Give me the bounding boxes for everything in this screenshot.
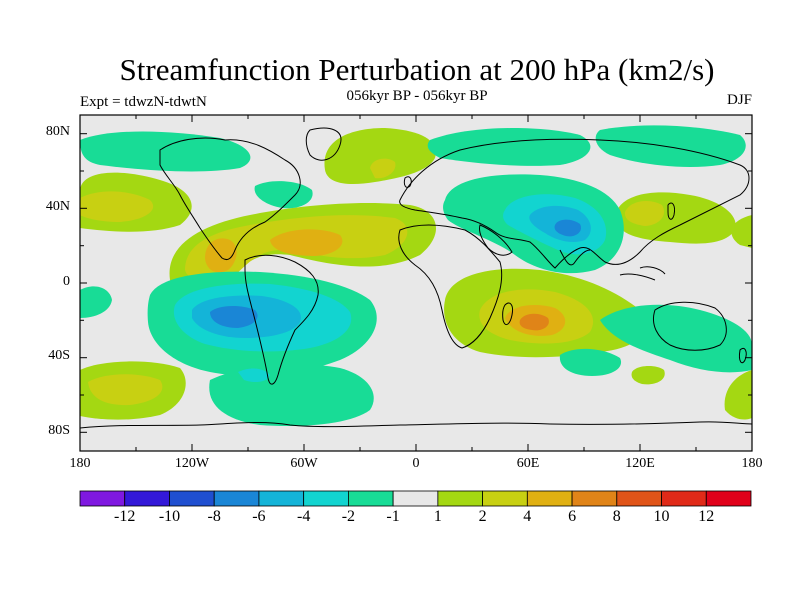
lon-label: 180 xyxy=(741,456,763,471)
colorbar-box xyxy=(526,490,573,507)
lon-label: 60W xyxy=(290,456,318,471)
lat-label: 40N xyxy=(45,199,70,214)
lon-label: 180 xyxy=(69,456,91,471)
colorbar-label: -1 xyxy=(386,508,400,525)
contour-west-pacific-4 xyxy=(624,200,665,226)
coast-south-america xyxy=(244,254,319,385)
lon-label: 0 xyxy=(412,456,420,471)
contour-south-indian-green xyxy=(600,304,752,373)
lon-label: 120E xyxy=(625,456,655,471)
colorbar-box xyxy=(437,490,483,507)
coast-eurasia xyxy=(399,138,750,269)
coast-greenland xyxy=(305,127,342,161)
lon-label: 120W xyxy=(174,456,210,471)
colorbar-label: 12 xyxy=(698,508,715,525)
contour-arctic-green-2 xyxy=(427,128,591,166)
positive-anomalies xyxy=(80,128,752,424)
contour-siberia xyxy=(595,125,746,167)
colorbar-label: 1 xyxy=(433,508,442,525)
lon-label: 60E xyxy=(516,456,540,471)
contour-north-pacific-east xyxy=(731,215,752,248)
coast-india xyxy=(559,249,591,266)
axis-ticks xyxy=(80,115,752,451)
colorbar xyxy=(79,490,752,507)
colorbar-box xyxy=(661,490,707,507)
colorbar-box xyxy=(79,490,126,507)
colorbar-box xyxy=(392,490,439,507)
lat-label: 80S xyxy=(48,423,70,438)
contour-pacific-green xyxy=(80,286,112,318)
contour-madagascar-max xyxy=(519,313,549,331)
coast-antarctica xyxy=(80,421,752,429)
colorbar-box xyxy=(124,490,170,507)
contour-sa-min xyxy=(210,306,258,328)
contour-north-atlantic-4 xyxy=(370,158,396,179)
colorbar-label: -12 xyxy=(114,508,136,525)
colorbar-box xyxy=(482,490,528,507)
colorbar-label: 10 xyxy=(653,508,670,525)
negative-anomalies xyxy=(80,125,752,427)
colorbar-label: -2 xyxy=(341,508,356,525)
coast-madagascar xyxy=(502,302,513,326)
chart-title: Streamfunction Perturbation at 200 hPa (… xyxy=(119,52,715,87)
coast-north-america xyxy=(159,137,301,261)
contour-caribbean-max xyxy=(270,229,343,256)
contour-arctic-green-3 xyxy=(254,181,313,209)
colorbar-box xyxy=(169,490,215,507)
coastlines xyxy=(80,127,752,429)
colorbar-box xyxy=(616,490,662,507)
colorbar-box xyxy=(258,490,305,507)
contour-small-positive-1 xyxy=(631,366,665,385)
colorbar-label: -6 xyxy=(252,508,266,525)
colorbar-box xyxy=(705,490,752,507)
contour-fields xyxy=(80,125,752,427)
contour-arctic-green-1 xyxy=(80,131,251,172)
coast-africa xyxy=(398,224,503,349)
experiment-label: Expt = tdwzN-tdwtN xyxy=(80,94,207,110)
colorbar-label: -8 xyxy=(207,508,221,525)
period-label: 056kyr BP - 056kyr BP xyxy=(346,88,488,104)
coast-uk xyxy=(403,176,412,188)
colorbar-box xyxy=(213,490,260,507)
colorbar-box xyxy=(347,490,394,507)
coast-japan xyxy=(667,202,675,220)
colorbar-box xyxy=(571,490,618,507)
coast-australia xyxy=(653,301,727,351)
colorbar-label: 6 xyxy=(568,508,577,525)
colorbar-label: 2 xyxy=(478,508,487,525)
coast-arabia xyxy=(479,224,513,256)
colorbar-label: -10 xyxy=(158,508,181,525)
contour-south-pacific-mid-4 xyxy=(88,374,163,406)
coast-indonesia xyxy=(619,266,666,281)
coast-new-zealand xyxy=(739,347,747,364)
contour-tibet-min xyxy=(554,219,581,237)
season-label: DJF xyxy=(726,92,752,108)
colorbar-label: 4 xyxy=(523,508,532,525)
lat-label: 0 xyxy=(63,274,70,289)
lat-label: 40S xyxy=(48,348,70,363)
contour-north-atlantic xyxy=(324,128,436,185)
colorbar-label: 8 xyxy=(612,508,621,525)
contour-australia-green xyxy=(559,348,622,376)
contour-southern-ocean-2 xyxy=(238,368,270,383)
lat-label: 80N xyxy=(45,124,70,139)
colorbar-box xyxy=(303,490,349,507)
contour-southern-ocean xyxy=(209,364,374,427)
contour-pacific-sector-east xyxy=(724,370,752,420)
contour-north-pacific-4 xyxy=(80,191,154,222)
colorbar-label: -4 xyxy=(297,508,311,525)
